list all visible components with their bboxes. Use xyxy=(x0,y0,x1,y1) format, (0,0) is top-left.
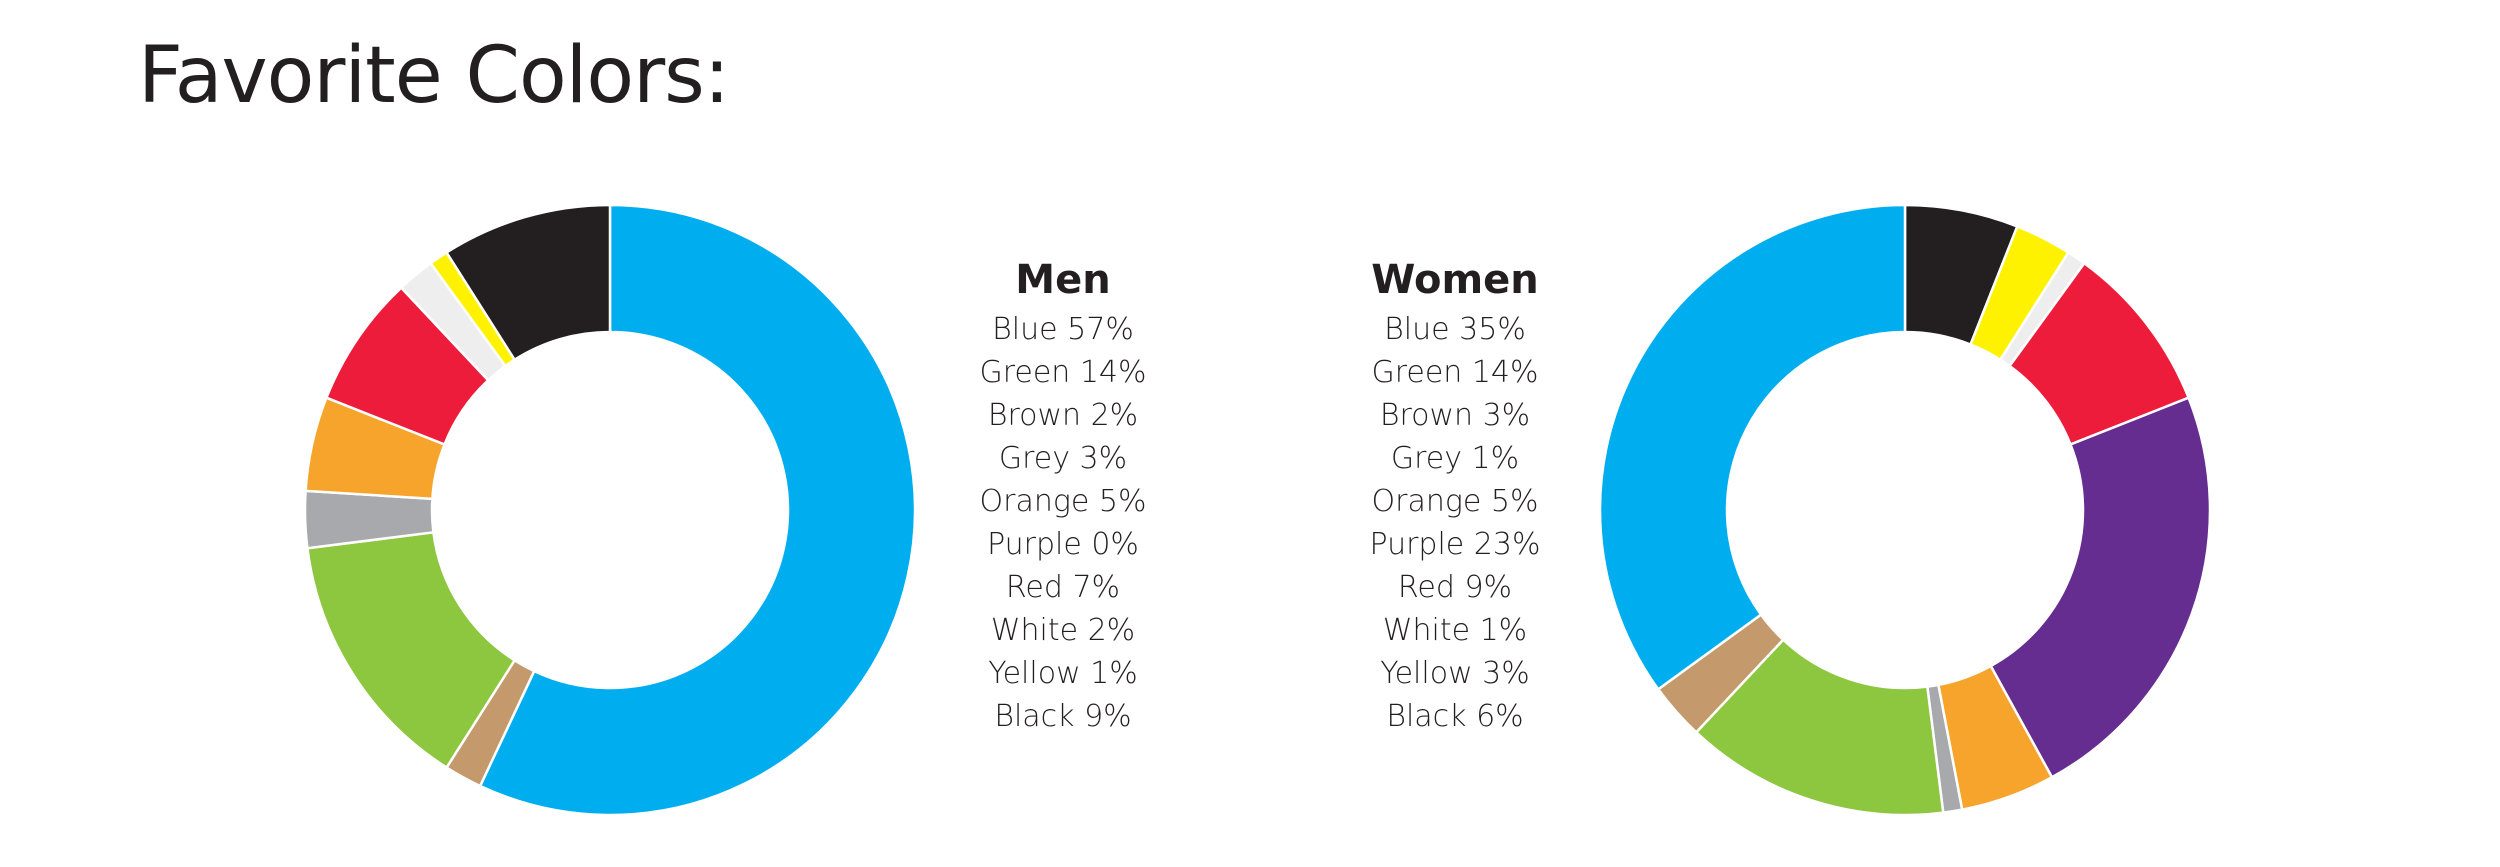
men-legend-item-blue: Blue 57% xyxy=(992,312,1134,347)
women-legend-item-blue: Blue 35% xyxy=(1384,312,1526,347)
women-legend-item-yellow: Yellow 3% xyxy=(1380,656,1530,691)
women-legend-item-purple: Purple 23% xyxy=(1369,527,1541,562)
women-donut-chart xyxy=(1598,203,2212,817)
men-slice-black xyxy=(444,203,612,362)
men-legend-item-brown: Brown 2% xyxy=(987,398,1139,433)
men-legend-item-green: Green 14% xyxy=(979,355,1147,390)
women-legend-item-white: White 1% xyxy=(1382,613,1528,648)
women-legend-item-grey: Grey 1% xyxy=(1390,441,1520,476)
men-legend-item-purple: Purple 0% xyxy=(987,527,1139,562)
women-legend: Women Blue 35% Green 14% Brown 3% Grey 1% Or… xyxy=(1305,258,1605,738)
men-legend-item-white: White 2% xyxy=(990,613,1136,648)
page-title: Favorite Colors: xyxy=(138,31,730,121)
men-legend-title: Men xyxy=(1015,257,1111,303)
women-legend-item-orange: Orange 5% xyxy=(1371,484,1539,519)
men-donut-chart xyxy=(303,203,917,817)
men-legend-item-grey: Grey 3% xyxy=(998,441,1128,476)
women-legend-item-brown: Brown 3% xyxy=(1379,398,1531,433)
women-legend-item-green: Green 14% xyxy=(1371,355,1539,390)
men-legend-item-orange: Orange 5% xyxy=(979,484,1147,519)
women-legend-item-black: Black 6% xyxy=(1386,699,1524,734)
men-legend: Men Blue 57% Green 14% Brown 2% Grey 3% Oran… xyxy=(913,258,1213,738)
women-legend-title: Women xyxy=(1371,257,1539,303)
women-slice-blue xyxy=(1598,203,1907,692)
men-legend-item-black: Black 9% xyxy=(994,699,1132,734)
men-legend-item-red: Red 7% xyxy=(1005,570,1121,605)
men-legend-item-yellow: Yellow 1% xyxy=(988,656,1138,691)
women-legend-item-red: Red 9% xyxy=(1397,570,1513,605)
women-slice-purple xyxy=(1989,396,2212,779)
men-slice-blue xyxy=(478,203,917,817)
